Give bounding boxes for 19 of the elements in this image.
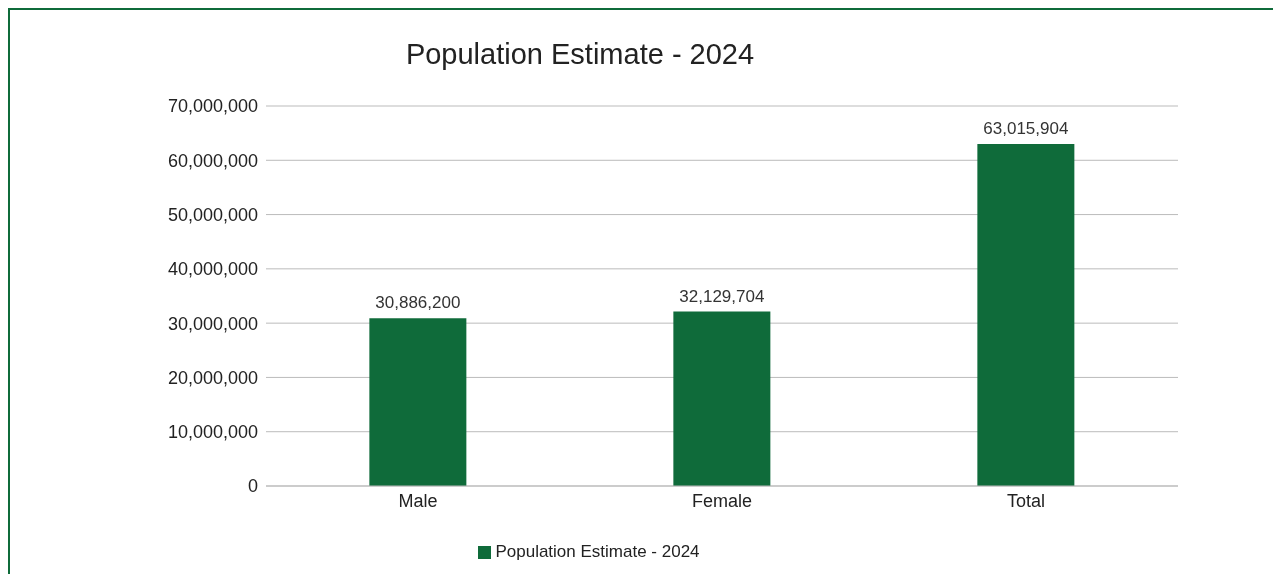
bar (369, 318, 467, 486)
y-tick-label: 20,000,000 (167, 367, 258, 388)
y-tick-label: 50,000,000 (167, 204, 258, 225)
y-tick-label: 70,000,000 (167, 96, 258, 117)
legend-label: Population Estimate - 2024 (495, 542, 700, 561)
data-label: 32,129,704 (679, 286, 765, 306)
y-tick-label: 0 (247, 476, 258, 497)
bar (977, 143, 1075, 486)
bar (673, 311, 771, 486)
x-tick-label: Female (691, 490, 753, 511)
y-tick-label: 10,000,000 (167, 422, 258, 443)
x-tick-label: Total (1006, 490, 1046, 511)
data-label: 30,886,200 (375, 293, 461, 313)
chart-title: Population Estimate - 2024 (404, 38, 756, 71)
y-tick-label: 30,000,000 (167, 313, 258, 334)
y-tick-label: 60,000,000 (167, 150, 258, 171)
y-tick-label: 40,000,000 (167, 259, 258, 280)
data-label: 63,015,904 (983, 118, 1069, 138)
x-tick-label: Male (398, 490, 438, 511)
